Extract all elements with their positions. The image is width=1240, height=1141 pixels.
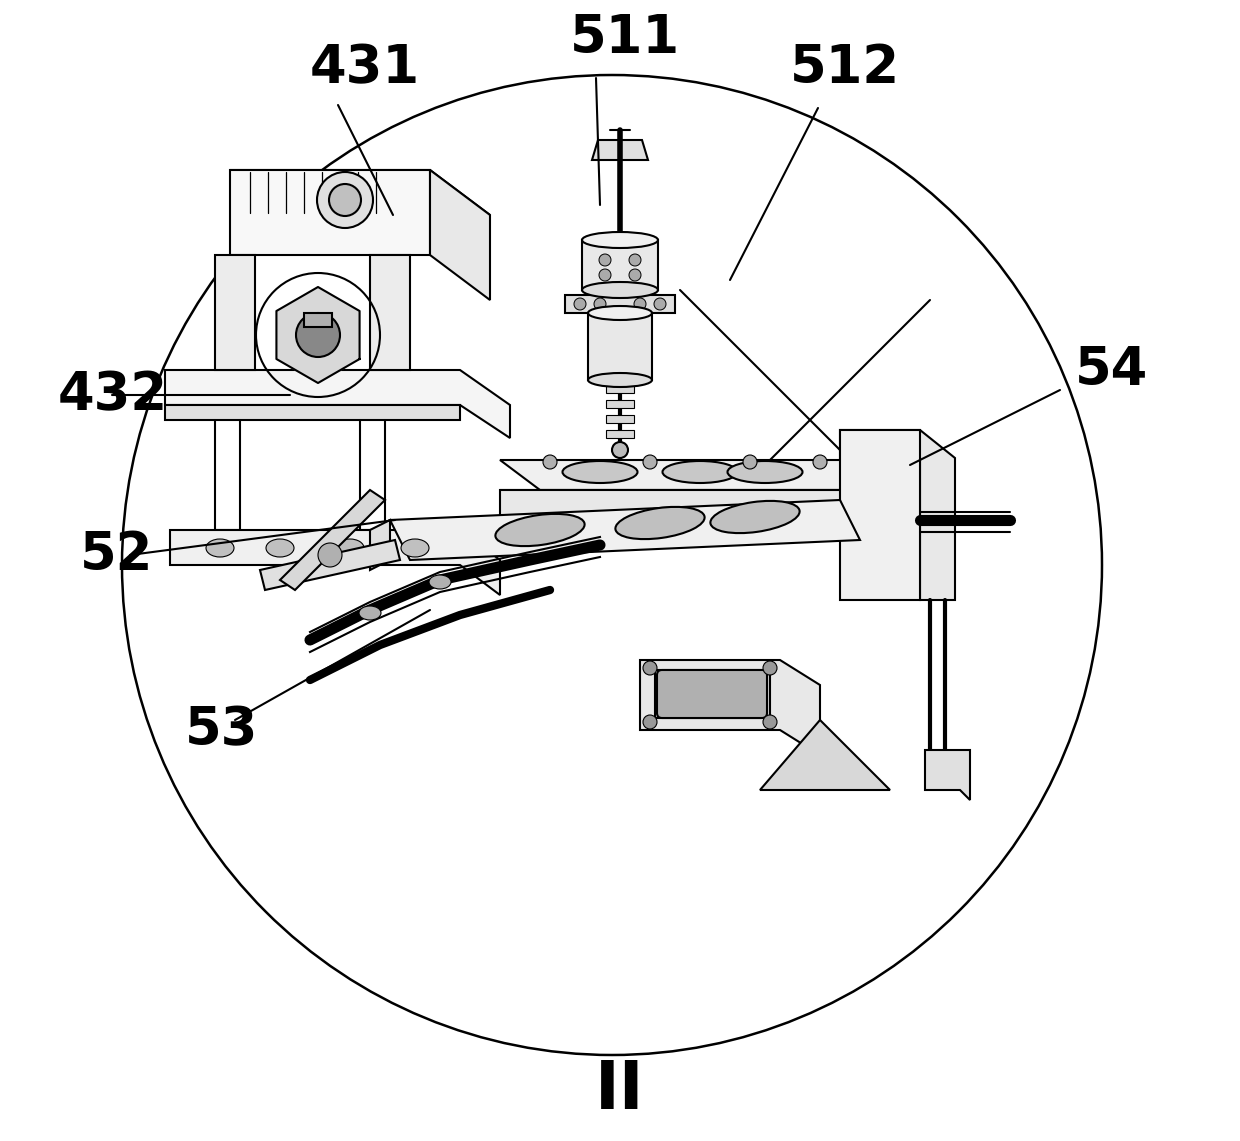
Polygon shape <box>215 254 255 370</box>
Ellipse shape <box>662 461 738 483</box>
Polygon shape <box>277 288 360 383</box>
Ellipse shape <box>711 501 800 533</box>
Ellipse shape <box>496 513 584 547</box>
Bar <box>655 670 770 718</box>
Bar <box>588 313 652 380</box>
Polygon shape <box>280 489 384 590</box>
Polygon shape <box>165 405 460 420</box>
Ellipse shape <box>582 282 658 298</box>
Polygon shape <box>370 520 391 570</box>
Circle shape <box>813 455 827 469</box>
Circle shape <box>317 172 373 228</box>
Ellipse shape <box>429 575 451 589</box>
Polygon shape <box>260 540 401 590</box>
Ellipse shape <box>728 461 802 483</box>
Bar <box>565 296 675 313</box>
Text: 432: 432 <box>58 369 169 421</box>
Circle shape <box>743 455 756 469</box>
Polygon shape <box>640 659 820 755</box>
Circle shape <box>543 455 557 469</box>
Text: 431: 431 <box>310 42 420 94</box>
Circle shape <box>653 298 666 310</box>
Circle shape <box>634 298 646 310</box>
Polygon shape <box>591 140 649 160</box>
Polygon shape <box>391 500 861 560</box>
Polygon shape <box>229 170 430 254</box>
Text: 511: 511 <box>570 13 680 64</box>
Bar <box>606 415 634 423</box>
Circle shape <box>644 661 657 675</box>
Text: II: II <box>595 1057 645 1123</box>
Circle shape <box>644 715 657 729</box>
Text: 54: 54 <box>1075 343 1148 396</box>
Polygon shape <box>170 531 500 594</box>
Bar <box>606 385 634 393</box>
Circle shape <box>763 715 777 729</box>
Ellipse shape <box>563 461 637 483</box>
Polygon shape <box>500 460 880 489</box>
Ellipse shape <box>360 606 381 620</box>
Circle shape <box>644 455 657 469</box>
Polygon shape <box>229 170 490 215</box>
Bar <box>606 400 634 408</box>
Polygon shape <box>370 254 410 370</box>
Circle shape <box>329 184 361 216</box>
Circle shape <box>317 543 342 567</box>
Text: 52: 52 <box>81 529 154 581</box>
Ellipse shape <box>206 539 234 557</box>
Circle shape <box>296 313 340 357</box>
Polygon shape <box>839 430 920 600</box>
Polygon shape <box>500 489 880 550</box>
Circle shape <box>629 254 641 266</box>
Polygon shape <box>165 370 510 438</box>
Circle shape <box>599 254 611 266</box>
Ellipse shape <box>615 507 704 539</box>
Ellipse shape <box>267 539 294 557</box>
Ellipse shape <box>401 539 429 557</box>
Text: 512: 512 <box>790 42 900 94</box>
Polygon shape <box>760 720 890 790</box>
Circle shape <box>594 298 606 310</box>
Ellipse shape <box>588 306 652 319</box>
Circle shape <box>763 661 777 675</box>
Circle shape <box>574 298 587 310</box>
Polygon shape <box>925 750 970 800</box>
Ellipse shape <box>588 373 652 387</box>
Text: 53: 53 <box>185 704 258 756</box>
Ellipse shape <box>582 232 658 248</box>
Circle shape <box>629 269 641 281</box>
Circle shape <box>599 269 611 281</box>
Ellipse shape <box>336 539 365 557</box>
Polygon shape <box>839 430 955 600</box>
Bar <box>582 240 658 290</box>
Polygon shape <box>430 170 490 300</box>
Bar <box>304 313 332 327</box>
Bar <box>606 430 634 438</box>
FancyBboxPatch shape <box>657 670 768 718</box>
Circle shape <box>613 442 627 458</box>
